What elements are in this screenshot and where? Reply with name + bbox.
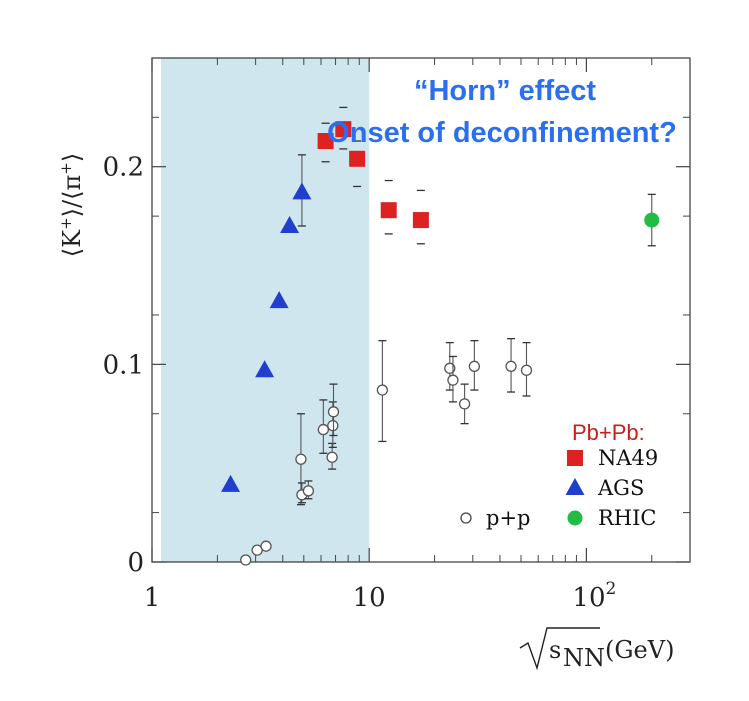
- marker-open-circle: [444, 362, 456, 374]
- legend-entry-ags: AGS: [565, 476, 644, 500]
- data-point: [468, 339, 481, 391]
- x-tick-label: 10: [353, 583, 386, 613]
- series-p-p: [240, 338, 533, 566]
- sqrt-sign: [519, 627, 600, 671]
- y-axis-title: ⟨K+⟩/⟨π+⟩: [57, 153, 86, 257]
- marker-square: [349, 150, 366, 167]
- legend-label: AGS: [597, 476, 644, 500]
- legend-label: NA49: [598, 446, 658, 470]
- data-point: [412, 189, 429, 245]
- x-axis-title: s NN (GeV): [519, 627, 674, 672]
- data-point: [447, 355, 459, 403]
- legend-entry-pp: p+p: [460, 506, 530, 530]
- y-axis-title-superscript: +: [57, 217, 75, 230]
- data-point: [317, 122, 334, 163]
- data-point: [221, 474, 241, 492]
- marker-triangle: [565, 478, 585, 495]
- data-point: [255, 360, 275, 378]
- x-axis-title-unit: (GeV): [605, 636, 674, 664]
- marker-open-circle: [505, 360, 517, 372]
- y-axis-title-superscript: +: [57, 162, 75, 175]
- data-point: [520, 341, 533, 397]
- data-point: [376, 339, 389, 443]
- y-axis-title-part: ⟩: [58, 153, 86, 162]
- series-rhic: [644, 193, 660, 247]
- y-tick-label: 0.2: [103, 153, 144, 183]
- marker-triangle: [292, 182, 312, 200]
- data-point: [644, 193, 660, 247]
- marker-circle: [567, 510, 583, 526]
- data-point: [292, 154, 312, 227]
- y-axis-title-part: ⟩/⟨π: [58, 175, 86, 218]
- marker-open-circle: [327, 419, 339, 432]
- marker-triangle: [269, 291, 289, 309]
- x-minor-ticks: [216, 58, 691, 562]
- legend-entry-na49: NA49: [567, 446, 658, 470]
- marker-open-circle: [326, 451, 338, 463]
- data-point: [240, 554, 252, 566]
- marker-open-circle: [317, 423, 329, 436]
- data-point: [302, 480, 315, 500]
- data-point: [317, 399, 329, 454]
- data-point: [380, 179, 397, 235]
- x-tick-label: 1: [144, 583, 161, 613]
- marker-square: [317, 133, 334, 150]
- data-point: [505, 338, 517, 393]
- data-point: [458, 383, 471, 425]
- legend: Pb+Pb:NA49 AGS RHIC p+p: [460, 420, 658, 530]
- annotation-onset: Onset of deconfinement?: [327, 117, 677, 149]
- marker-circle: [644, 212, 660, 228]
- annotation-horn: “Horn” effect: [414, 75, 596, 107]
- y-minor-ticks: [152, 116, 690, 514]
- marker-triangle: [221, 474, 241, 492]
- marker-square: [380, 202, 397, 219]
- marker-open-circle: [468, 360, 481, 372]
- marker-square: [567, 450, 583, 466]
- marker-open-circle: [295, 453, 307, 465]
- y-axis-title-part: ⟨K: [58, 229, 86, 257]
- marker-open-circle: [460, 512, 472, 524]
- marker-open-circle: [376, 384, 389, 396]
- marker-open-circle: [240, 554, 252, 566]
- marker-square: [412, 212, 429, 229]
- marker-open-circle: [302, 485, 315, 497]
- marker-open-circle: [458, 398, 471, 410]
- x-tick-superscript: 2: [606, 579, 617, 599]
- x-axis-title-s: s: [549, 636, 561, 664]
- marker-open-circle: [447, 374, 459, 386]
- legend-entry-rhic: RHIC: [567, 506, 657, 530]
- data-point: [327, 383, 340, 437]
- data-point: [260, 540, 272, 552]
- legend-label: p+p: [486, 506, 530, 530]
- legend-label: RHIC: [598, 506, 657, 530]
- x-tick-label: 102: [572, 579, 616, 613]
- plot-frame: [151, 57, 691, 563]
- legend-title: Pb+Pb:: [572, 420, 645, 445]
- data-point: [296, 482, 308, 504]
- marker-square: [335, 121, 352, 138]
- y-tick-label: 0.1: [103, 350, 144, 380]
- data-point: [269, 291, 289, 309]
- marker-open-circle: [327, 406, 340, 418]
- data-point: [349, 140, 366, 188]
- marker-open-circle: [520, 364, 533, 376]
- x-axis-title-subscript: NN: [563, 644, 605, 672]
- series-na49: [317, 106, 429, 245]
- data-point: [280, 216, 300, 233]
- y-tick-label: 0: [127, 548, 144, 578]
- shaded-region: [160, 58, 370, 562]
- marker-triangle: [255, 360, 275, 378]
- marker-triangle: [280, 216, 300, 233]
- marker-open-circle: [260, 540, 272, 552]
- data-point: [335, 106, 352, 150]
- series-ags: [221, 154, 312, 492]
